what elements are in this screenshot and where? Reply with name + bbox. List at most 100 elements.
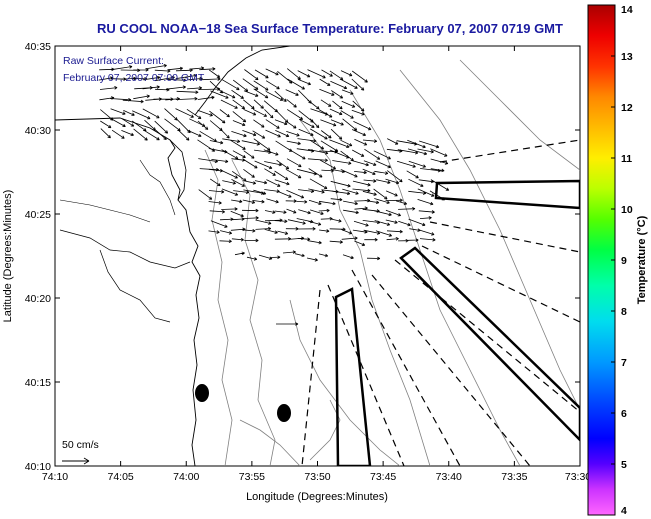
current-vector (243, 180, 257, 185)
current-vector (297, 79, 312, 86)
current-vector (353, 220, 369, 227)
current-vector (276, 322, 299, 326)
current-vector (233, 190, 250, 194)
coastline (55, 117, 201, 466)
current-vector (406, 170, 419, 179)
current-vector (307, 240, 322, 245)
current-vector (329, 139, 350, 148)
current-vector (132, 110, 151, 120)
current-vector (231, 131, 247, 138)
current-vector (186, 108, 202, 119)
current-vector (340, 70, 353, 77)
current-vector (287, 219, 306, 225)
current-vector (297, 237, 311, 241)
current-vector (175, 96, 198, 101)
current-vector (386, 237, 399, 241)
current-vector (309, 178, 328, 189)
current-vector (363, 160, 377, 166)
current-vector (230, 139, 246, 150)
x-tick-label: 74:00 (173, 471, 199, 483)
current-vector (329, 108, 343, 116)
current-vector (329, 240, 343, 244)
current-vector (243, 109, 257, 116)
current-vector (286, 99, 297, 108)
current-vector (351, 78, 365, 91)
current-vector (232, 217, 245, 221)
current-vector (407, 148, 428, 156)
current-vector (242, 158, 258, 169)
current-vector (419, 216, 432, 220)
current-vector (363, 229, 381, 235)
current-vector (307, 149, 329, 155)
current-vector (234, 251, 245, 256)
current-vector (286, 158, 302, 168)
current-vector (219, 109, 230, 118)
current-vector (221, 207, 238, 211)
current-vector (417, 188, 435, 197)
current-vector (285, 227, 299, 231)
current-vector (374, 170, 389, 175)
current-vector (430, 148, 448, 157)
current-vector (319, 159, 337, 170)
current-vector (264, 109, 274, 119)
current-vector (297, 70, 311, 78)
current-vector (417, 199, 434, 206)
current-vector (99, 86, 118, 90)
current-vector (408, 178, 424, 187)
current-vector (274, 179, 290, 186)
current-vector (318, 208, 330, 213)
current-vector (330, 197, 343, 202)
current-vector (255, 226, 272, 231)
current-vector (331, 190, 351, 196)
current-vector (308, 188, 325, 194)
current-vector (142, 85, 160, 90)
current-vector (274, 219, 288, 224)
current-vector (319, 229, 330, 233)
current-vector (133, 128, 148, 141)
current-vector (366, 256, 381, 261)
current-vector (353, 121, 372, 131)
current-vector (266, 179, 281, 187)
current-vector (341, 89, 354, 95)
current-vector (373, 188, 388, 200)
current-vector (306, 257, 318, 262)
current-vector (100, 128, 111, 139)
current-vector (122, 99, 144, 104)
current-vector (396, 160, 416, 168)
current-vector (286, 131, 300, 137)
current-vector (342, 118, 358, 131)
current-vector (274, 210, 287, 214)
current-vector (211, 159, 229, 164)
current-vector (274, 90, 287, 102)
current-vector (418, 229, 435, 236)
current-vector (219, 128, 230, 139)
current-vector (208, 189, 225, 194)
colorbar-label: Temperature (°C) (636, 215, 648, 304)
current-vector (354, 170, 367, 175)
current-vector (351, 160, 369, 167)
current-vector (244, 69, 259, 81)
current-vector (263, 149, 279, 156)
current-vector (354, 240, 366, 247)
current-vector (364, 148, 381, 160)
current-vector (386, 229, 403, 234)
current-vector (385, 209, 402, 217)
study-zones (334, 179, 580, 466)
current-vector (430, 168, 445, 173)
x-axis-ticks: 74:10 74:05 74:00 73:55 73:50 73:45 73:40 73:35… (42, 46, 591, 483)
x-tick-label: 74:10 (42, 471, 68, 483)
current-vector (277, 190, 292, 198)
current-vector (110, 108, 126, 115)
current-vector (111, 129, 125, 139)
current-vector (197, 95, 215, 100)
chart-title: RU COOL NOAA−18 Sea Surface Temperature:… (97, 21, 563, 36)
current-vector (144, 119, 156, 131)
current-vector (243, 99, 255, 110)
current-vector (133, 94, 150, 100)
current-vector (307, 69, 326, 79)
current-vector (175, 108, 194, 118)
current-vector (220, 230, 233, 235)
current-vector (385, 178, 400, 185)
x-tick-label: 73:30 (565, 471, 591, 483)
current-vector (351, 109, 365, 116)
